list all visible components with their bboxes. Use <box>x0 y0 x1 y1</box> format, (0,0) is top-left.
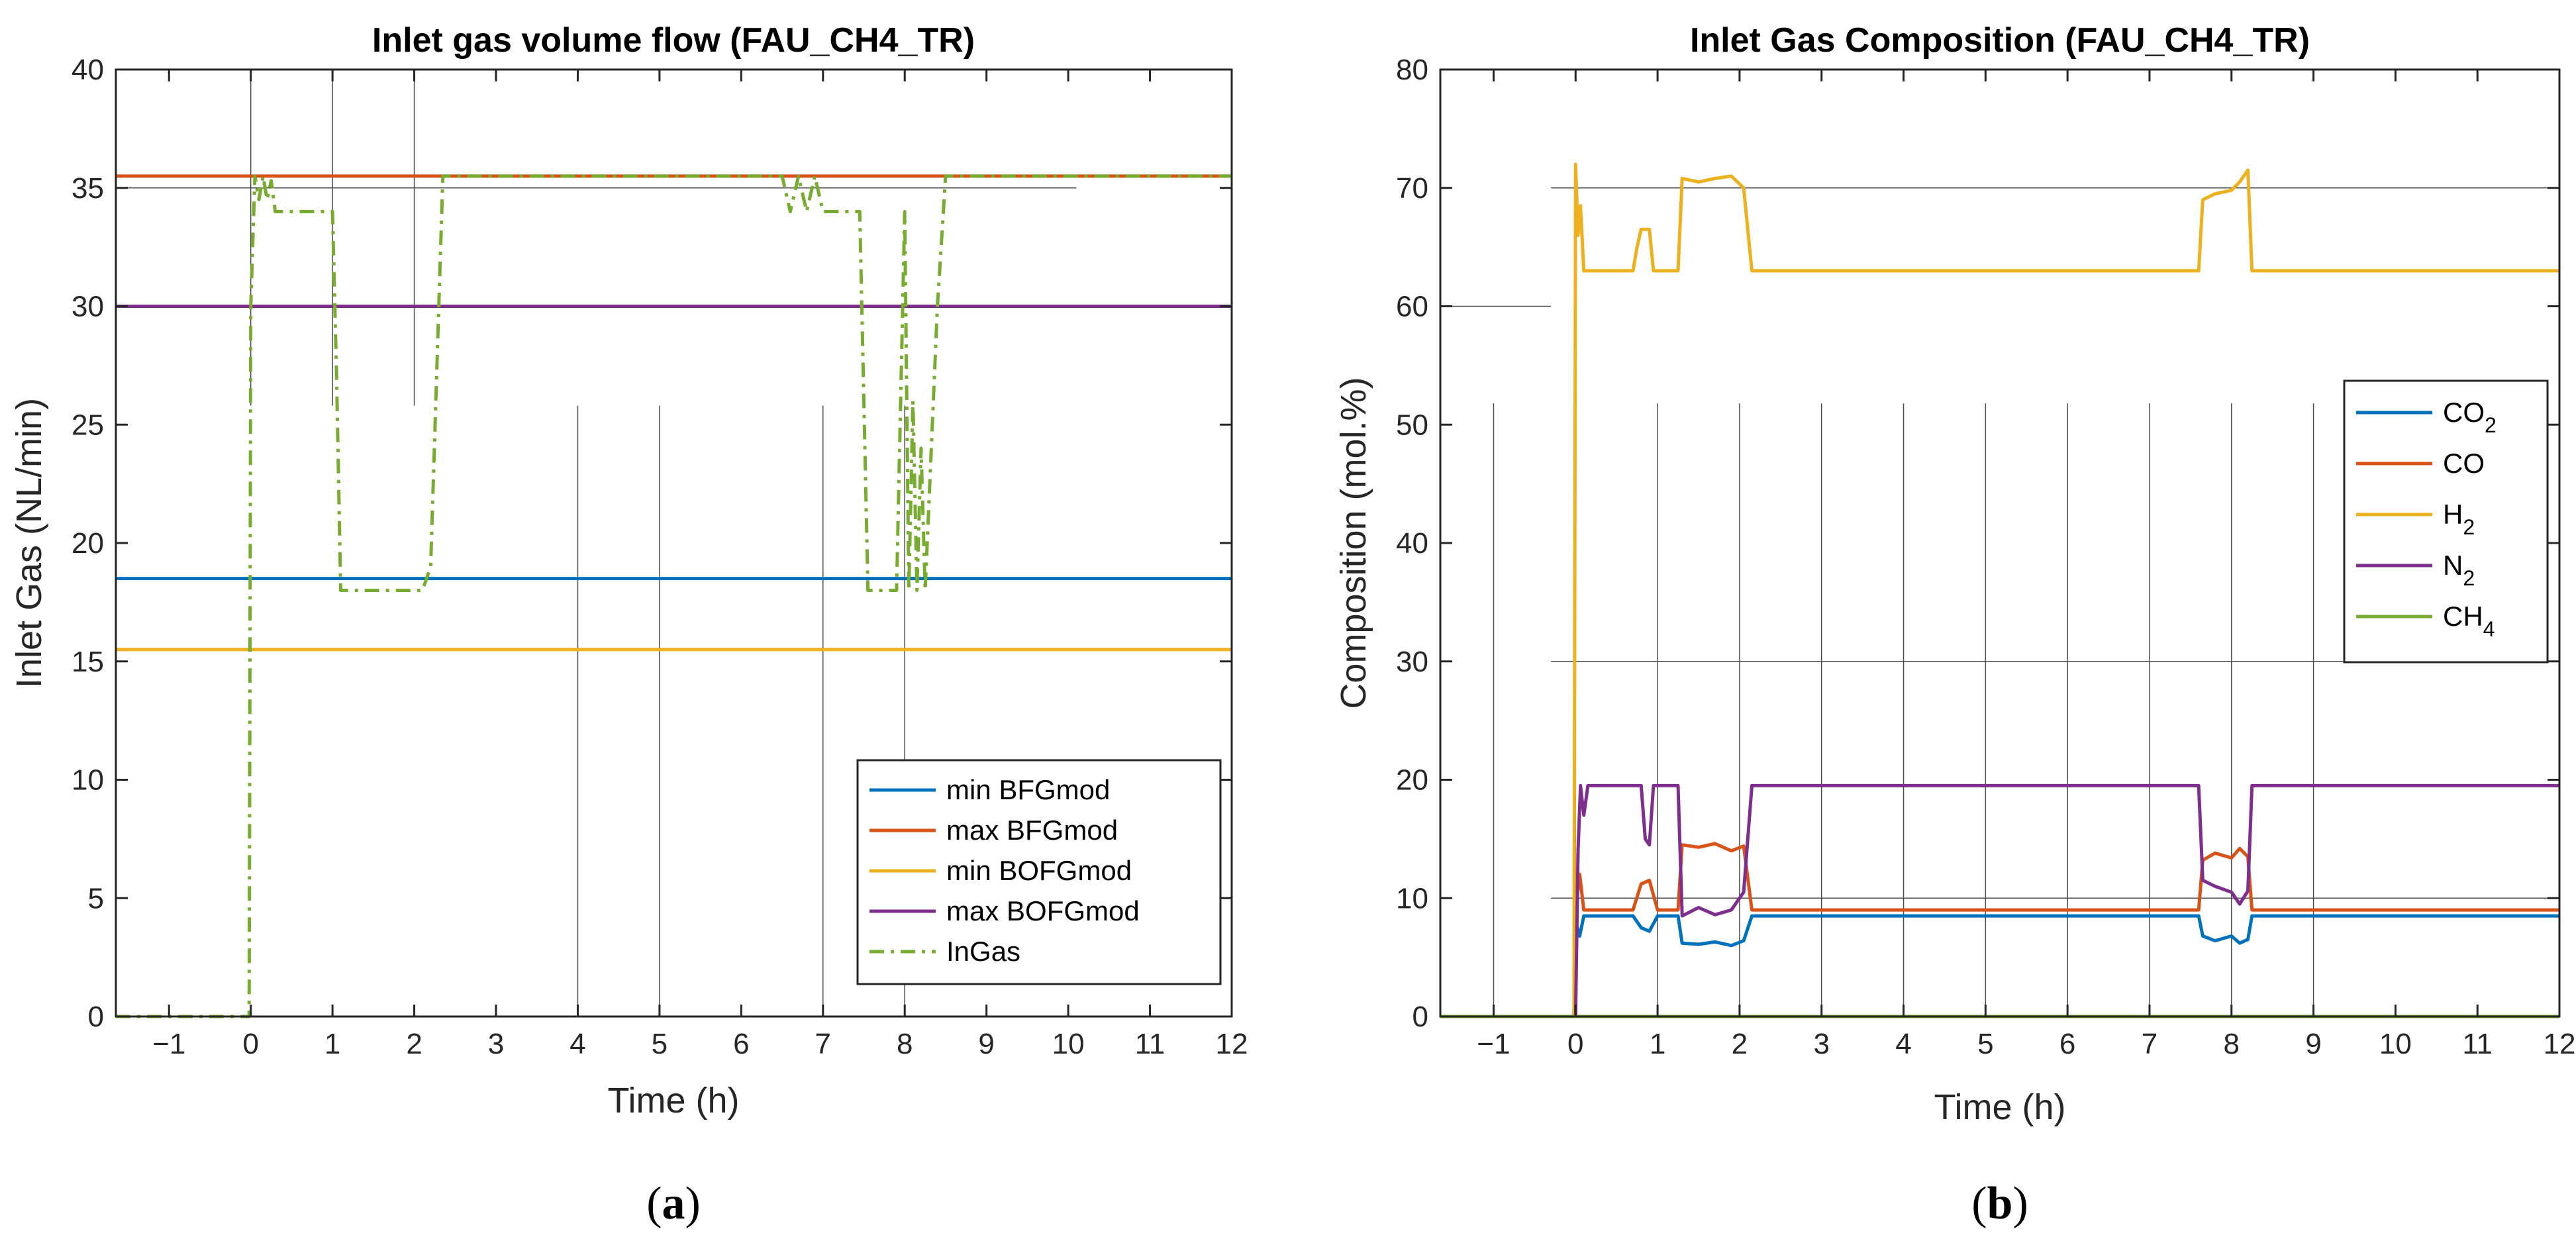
x-tick-label: 10 <box>1052 1028 1085 1060</box>
legend-label: max BOFGmod <box>946 895 1140 926</box>
x-tick-label: 3 <box>488 1028 504 1060</box>
x-tick-label: 12 <box>2544 1028 2576 1060</box>
panel-a-title: Inlet gas volume flow (FAU_CH4_TR) <box>372 21 975 60</box>
x-tick-label: 4 <box>570 1028 585 1060</box>
y-tick-label: 30 <box>72 291 104 323</box>
x-tick-label: 6 <box>2059 1028 2075 1060</box>
x-tick-label: −1 <box>1477 1028 1510 1060</box>
x-tick-label: 9 <box>978 1028 994 1060</box>
panel-a-gridlines <box>116 70 1077 1016</box>
legend-label: CH4 <box>2443 601 2495 641</box>
y-tick-label: 10 <box>1396 882 1428 915</box>
x-tick-label: 7 <box>2142 1028 2157 1060</box>
y-tick-label: 80 <box>1396 54 1428 86</box>
series-line-n2 <box>1440 783 2559 1018</box>
x-tick-label: 9 <box>2305 1028 2321 1060</box>
x-tick-label: 2 <box>406 1028 422 1060</box>
y-tick-label: 20 <box>1396 764 1428 797</box>
x-tick-label: 11 <box>2462 1028 2493 1060</box>
legend-label: min BFGmod <box>946 774 1110 805</box>
x-tick-label: 7 <box>815 1028 831 1060</box>
panel-a-caption: (a) <box>646 1178 701 1229</box>
y-tick-label: 0 <box>1412 1001 1428 1033</box>
x-tick-label: 10 <box>2379 1028 2412 1060</box>
y-tick-label: 35 <box>72 172 104 205</box>
x-tick-label: 11 <box>1135 1028 1165 1060</box>
y-tick-label: 60 <box>1396 291 1428 323</box>
panel-b-ylabel: Composition (mol.%) <box>1334 377 1373 709</box>
x-tick-label: 1 <box>324 1028 340 1060</box>
y-tick-label: 10 <box>72 764 104 797</box>
y-tick-label: 40 <box>1396 527 1428 560</box>
x-tick-label: 8 <box>2224 1028 2240 1060</box>
panel-b-legend: CO2 CO H2 N2 CH4 <box>2343 379 2549 664</box>
panel-a-series <box>116 174 1232 1018</box>
series-line-co2 <box>1440 914 2559 1018</box>
y-tick-label: 30 <box>1396 646 1428 678</box>
y-tick-label: 0 <box>88 1001 104 1033</box>
y-tick-label: 5 <box>88 882 104 915</box>
panel-b-caption-letter: b <box>1987 1178 2013 1229</box>
x-tick-label: 8 <box>897 1028 913 1060</box>
panel-b-xlabel: Time (h) <box>1934 1087 2066 1127</box>
x-tick-label: −1 <box>152 1028 185 1060</box>
y-tick-label: 40 <box>72 54 104 86</box>
legend-label: H2 <box>2443 499 2475 539</box>
y-tick-label: 70 <box>1396 172 1428 205</box>
panel-b-caption: (b) <box>1971 1178 2028 1229</box>
x-tick-label: 5 <box>652 1028 668 1060</box>
x-tick-label: 5 <box>1977 1028 1993 1060</box>
x-tick-label: 12 <box>1216 1028 1248 1060</box>
x-tick-label: 3 <box>1813 1028 1829 1060</box>
x-tick-label: 4 <box>1895 1028 1911 1060</box>
legend-label: min BOFGmod <box>946 855 1132 886</box>
series-line-ingas <box>116 174 1232 1018</box>
panel-a-xlabel: Time (h) <box>608 1081 740 1120</box>
y-tick-label: 50 <box>1396 409 1428 441</box>
legend-label: CO <box>2443 448 2485 479</box>
legend-label: InGas <box>946 936 1020 967</box>
y-tick-label: 25 <box>72 409 104 441</box>
legend-label: max BFGmod <box>946 815 1118 846</box>
panel-a-legend: min BFGmod max BFGmod min BOFGmod max BOFGm… <box>856 759 1222 985</box>
legend-label: CO2 <box>2443 397 2497 437</box>
x-tick-label: 0 <box>242 1028 258 1060</box>
panel-a-caption-letter: a <box>662 1178 685 1229</box>
panel-b-title: Inlet Gas Composition (FAU_CH4_TR) <box>1690 21 2310 60</box>
panel-a-ylabel: Inlet Gas (NL/min) <box>9 398 49 688</box>
legend-label: N2 <box>2443 550 2475 590</box>
series-line-co <box>1440 842 2559 1018</box>
series-line-h2 <box>1440 162 2559 1018</box>
y-tick-label: 20 <box>72 527 104 560</box>
y-tick-label: 15 <box>72 646 104 678</box>
x-tick-label: 1 <box>1650 1028 1665 1060</box>
x-tick-label: 6 <box>733 1028 749 1060</box>
x-tick-label: 2 <box>1732 1028 1748 1060</box>
x-tick-label: 0 <box>1567 1028 1583 1060</box>
